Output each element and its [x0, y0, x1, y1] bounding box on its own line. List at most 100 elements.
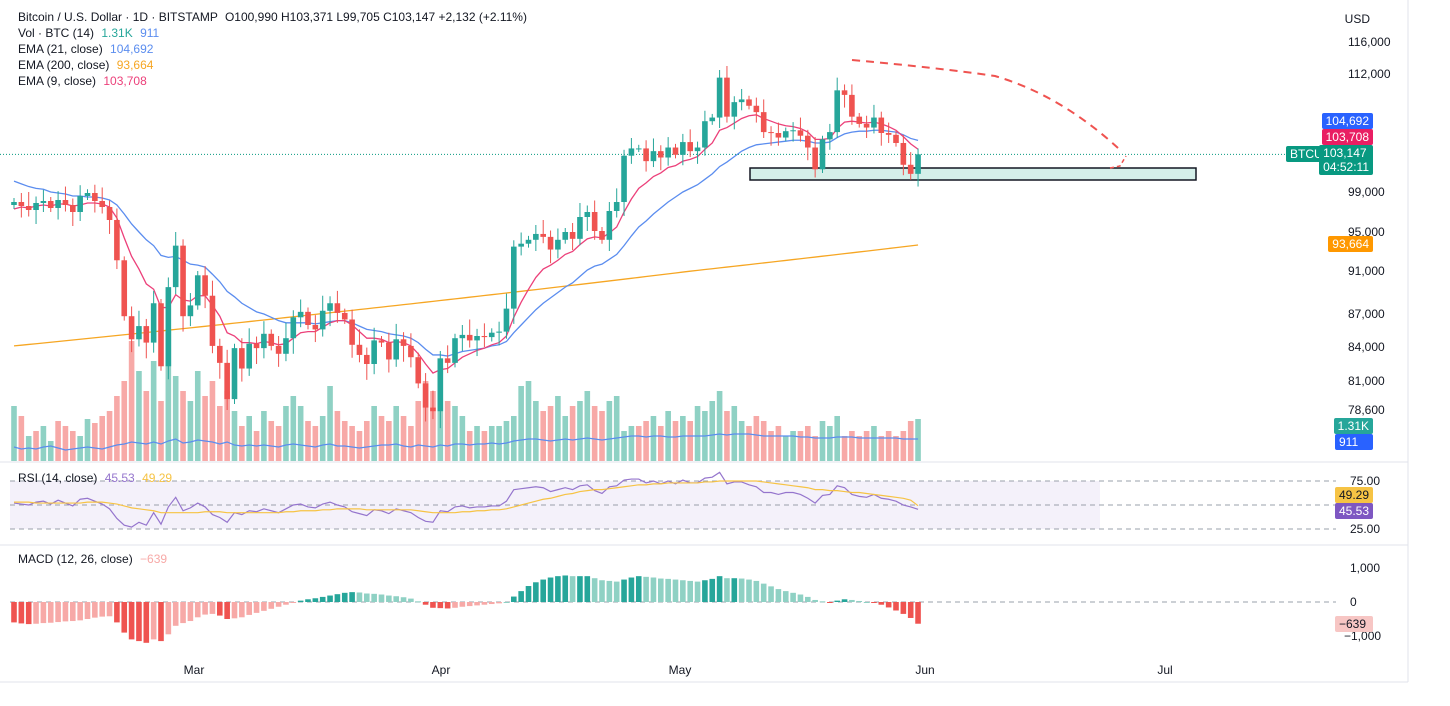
candle-body — [40, 201, 47, 203]
volume-bar — [334, 411, 341, 461]
candle-body — [635, 148, 642, 150]
candle-body — [33, 203, 39, 210]
macd-histogram-bar — [415, 601, 422, 603]
macd-histogram-bar — [393, 596, 399, 602]
price-tick-label: 81,000 — [1348, 374, 1385, 388]
candle-body — [422, 383, 429, 408]
candle-body — [415, 357, 422, 384]
macd-histogram-bar — [496, 602, 502, 604]
volume-bar — [452, 406, 458, 461]
macd-histogram-bar — [187, 602, 194, 622]
macd-histogram-bar — [540, 579, 546, 602]
candle-body — [25, 206, 32, 210]
volume-bar — [349, 426, 355, 461]
projection-arrow — [1109, 155, 1127, 169]
candle-body — [599, 231, 605, 240]
macd-histogram-bar — [900, 602, 907, 614]
rsi-label: RSI (14, close) — [18, 471, 98, 485]
macd-histogram-bar — [180, 602, 186, 624]
candle-body — [849, 94, 855, 117]
volume-bar — [209, 381, 216, 461]
macd-histogram-bar — [371, 593, 377, 602]
macd-histogram-bar — [525, 586, 532, 602]
volume-bar — [18, 416, 25, 461]
macd-histogram-bar — [863, 602, 870, 603]
candle-body — [283, 338, 289, 354]
currency-label[interactable]: USD — [1344, 12, 1370, 26]
volume-bar — [371, 406, 377, 461]
candle-body — [158, 303, 164, 367]
macd-histogram-bar — [775, 589, 782, 602]
macd-histogram-bar — [488, 602, 495, 605]
macd-histogram-bar — [349, 592, 355, 602]
candle-body — [827, 132, 833, 140]
rsi-value-1: 45.53 — [104, 471, 135, 485]
macd-histogram-bar — [562, 575, 569, 602]
candle-body — [665, 147, 671, 158]
last-price-tag: 103,147 04:52:11 — [1319, 145, 1373, 175]
macd-histogram-bar — [555, 576, 561, 602]
candle-body — [297, 311, 304, 318]
volume-bar — [99, 416, 105, 461]
volume-bar — [319, 416, 326, 461]
macd-histogram-bar — [746, 579, 752, 602]
volume-bar — [297, 406, 304, 461]
ema21-label: EMA (21, close) — [18, 42, 103, 56]
volume-bar — [202, 396, 208, 461]
price-tick-label: 87,000 — [1348, 307, 1385, 321]
candle-body — [628, 148, 635, 156]
macd-value: −639 — [140, 552, 168, 566]
ohlc-values: O100,990 H103,371 L99,705 C103,147 +2,13… — [224, 10, 527, 24]
macd-histogram-bar — [62, 602, 69, 622]
macd-histogram-bar — [760, 583, 767, 602]
candle-body — [466, 334, 473, 341]
candle-body — [128, 316, 135, 340]
macd-histogram-bar — [907, 602, 914, 618]
macd-histogram-bar — [209, 602, 216, 614]
macd-histogram-bar — [334, 594, 341, 602]
candle-body — [518, 243, 524, 247]
candle-body — [746, 99, 752, 106]
volume-tag-2: 911 — [1335, 434, 1373, 450]
macd-histogram-bar — [143, 602, 150, 643]
rsi-tick-label: 25.00 — [1350, 522, 1380, 536]
volume-bar — [62, 426, 69, 461]
volume-bar — [356, 431, 363, 461]
volume-bar — [841, 436, 848, 461]
macd-histogram-bar — [584, 576, 591, 602]
candle-body — [349, 319, 355, 345]
macd-histogram-bar — [790, 592, 796, 602]
legend-ema200-row: EMA (200, close) 93,664 — [18, 58, 153, 72]
macd-histogram-bar — [834, 600, 840, 602]
macd-histogram-bar — [658, 578, 664, 602]
volume-bar — [790, 431, 796, 461]
volume-bar — [231, 411, 238, 461]
macd-histogram-bar — [253, 602, 260, 613]
candle-body — [819, 139, 826, 170]
macd-histogram-bar — [92, 602, 98, 618]
candle-body — [533, 233, 539, 240]
candle-body — [452, 338, 458, 363]
volume-bar — [106, 411, 113, 461]
volume-bar — [547, 406, 554, 461]
macd-histogram-bar — [716, 576, 723, 602]
candle-body — [547, 236, 554, 250]
macd-histogram-bar — [768, 586, 774, 602]
volume-bar — [40, 426, 47, 461]
candle-body — [239, 348, 245, 369]
macd-histogram-bar — [797, 594, 804, 602]
volume-bar — [753, 416, 760, 461]
volume-bar — [643, 421, 649, 461]
macd-histogram-bar — [217, 602, 223, 616]
macd-histogram-bar — [18, 602, 25, 624]
volume-bar — [378, 416, 385, 461]
macd-histogram-bar — [915, 602, 921, 624]
candle-body — [136, 326, 142, 340]
macd-histogram-bar — [481, 602, 488, 605]
macd-histogram-bar — [70, 602, 76, 622]
volume-bar — [599, 411, 605, 461]
volume-tag-1: 1.31K — [1333, 418, 1373, 434]
candle-body — [621, 155, 627, 202]
volume-bar — [900, 431, 907, 461]
